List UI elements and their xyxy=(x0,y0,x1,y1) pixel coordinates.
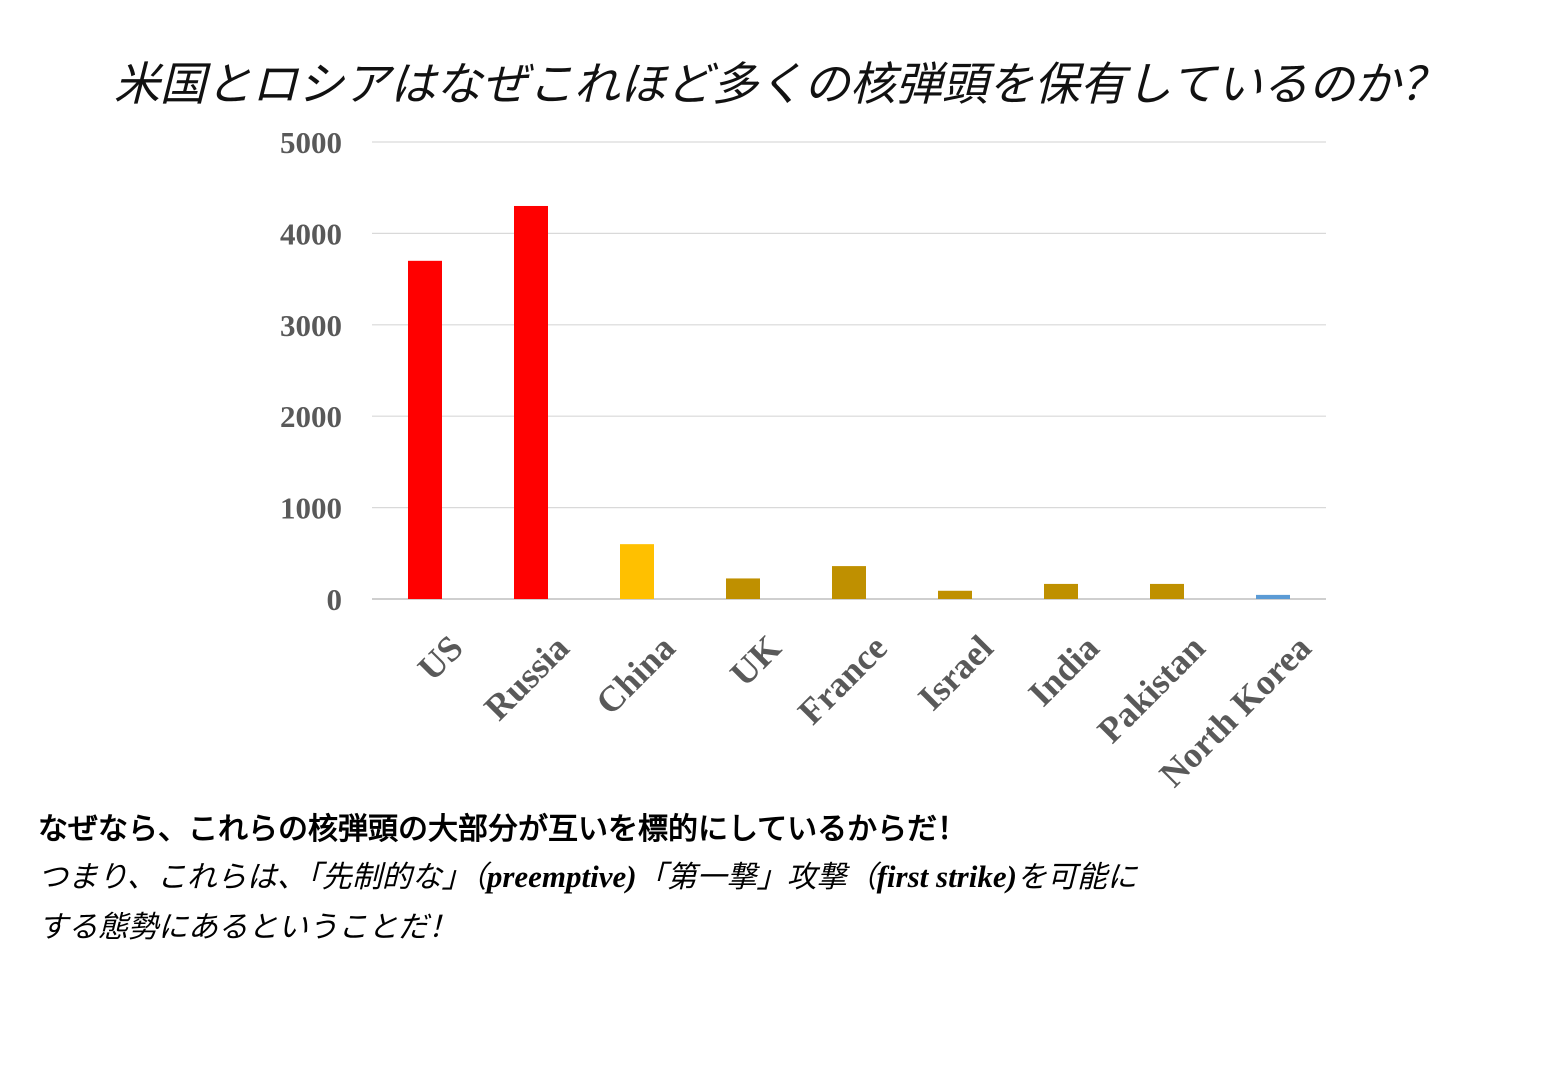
x-tick-label: Israel xyxy=(910,627,1000,717)
x-tick-label: UK xyxy=(722,627,788,693)
caption-text: を可能に xyxy=(1016,860,1137,895)
x-tick-label: US xyxy=(410,627,471,688)
caption-text: つまり、これらは、「先制的な」（ xyxy=(38,860,487,895)
y-tick-label: 4000 xyxy=(280,216,342,251)
caption-term-preemptive: preemptive) xyxy=(486,859,637,894)
bar-north-korea xyxy=(1256,594,1290,599)
bar-israel xyxy=(938,590,972,599)
y-axis-ticks: 0 1000 2000 3000 4000 5000 xyxy=(280,125,342,617)
bars xyxy=(408,205,1290,600)
y-tick-label: 1000 xyxy=(280,491,342,526)
x-tick-label: France xyxy=(790,627,895,732)
caption-term-first-strike: first strike) xyxy=(876,859,1017,894)
caption-line-1: なぜなら、これらの核弾頭の大部分が互いを標的にしているからだ！ xyxy=(38,812,968,847)
y-tick-label: 2000 xyxy=(280,399,342,434)
x-axis-ticks: US Russia China UK France Israel IndiaPakistan… xyxy=(410,627,1319,794)
y-tick-label: 5000 xyxy=(280,125,342,160)
caption-text: 「第一撃」攻撃（ xyxy=(636,860,877,895)
caption-line-2: つまり、これらは、「先制的な」（preemptive)「第一撃」攻撃（first… xyxy=(38,852,1538,903)
y-tick-label: 0 xyxy=(327,582,343,617)
x-tick-label: China xyxy=(588,627,683,722)
bar-uk xyxy=(726,578,760,599)
caption: なぜなら、これらの核弾頭の大部分が互いを標的にしているからだ！ つまり、これらは… xyxy=(38,808,1538,953)
bar-russia xyxy=(514,205,548,600)
caption-line-3: する態勢にあるということだ！ xyxy=(38,910,458,945)
chart-title: 米国とロシアはなぜこれほど多くの核弾頭を保有しているのか？ xyxy=(113,57,1447,111)
bar-chart: 0 1000 2000 3000 4000 5000 US Russia China UK Fra… xyxy=(280,125,1326,795)
x-tick-label: India xyxy=(1020,627,1106,713)
y-tick-label: 3000 xyxy=(280,308,342,343)
x-tick-label: Russia xyxy=(476,627,576,727)
bar-india xyxy=(1044,583,1078,599)
bar-france xyxy=(832,566,866,599)
bar-pakistan xyxy=(1150,583,1184,599)
bar-china xyxy=(620,544,654,599)
bar-us xyxy=(408,260,442,599)
